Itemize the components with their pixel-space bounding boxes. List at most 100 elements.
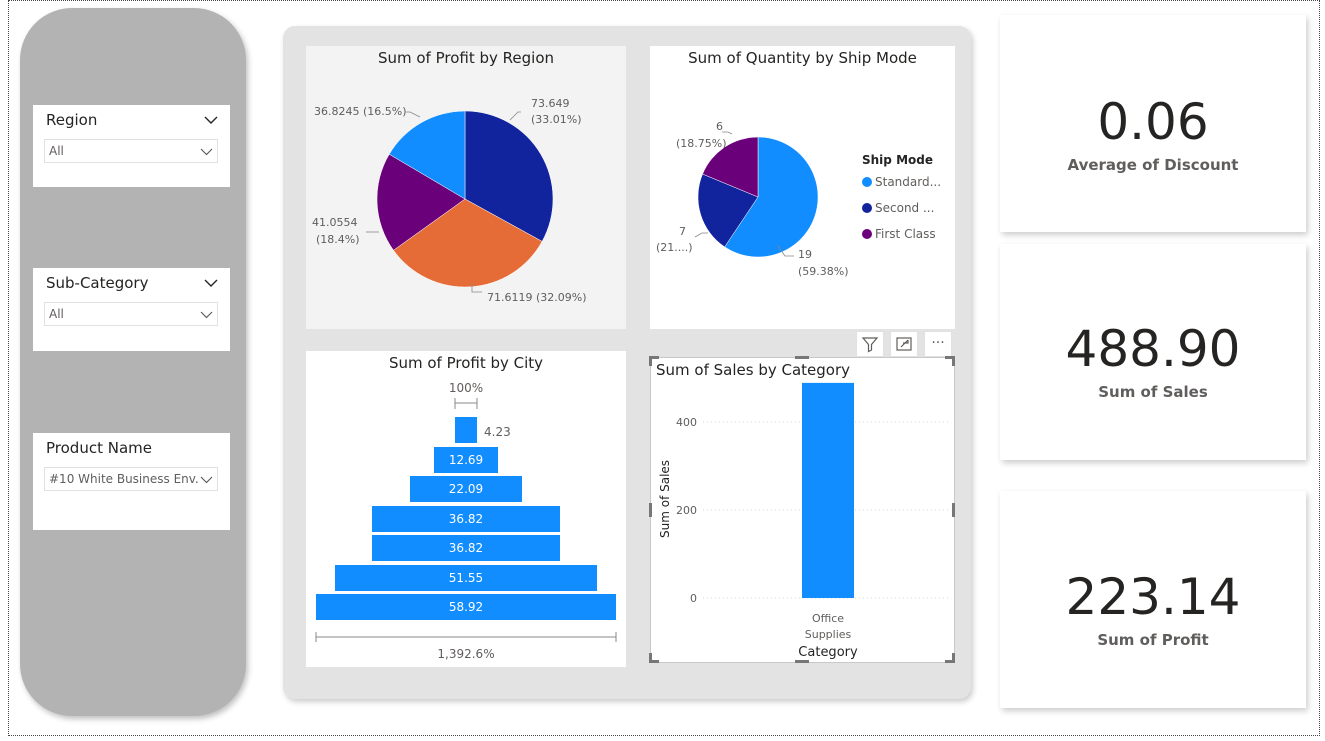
average-discount-card[interactable]: 0.06 Average of Discount [1000, 15, 1306, 232]
kpi-value: 0.06 [1097, 93, 1209, 151]
resize-handle[interactable] [795, 660, 809, 663]
resize-handle[interactable] [649, 503, 652, 517]
leader-line [722, 131, 733, 135]
legend-marker [862, 203, 872, 213]
visual-title: Sum of Sales by Category [656, 361, 851, 379]
funnel-bar-label: 12.69 [448, 452, 484, 467]
resize-handle[interactable] [945, 356, 955, 359]
leader-line [694, 232, 708, 238]
slice-label: (21....) [656, 241, 693, 254]
kpi-label: Average of Discount [1067, 156, 1239, 174]
visual-title: Sum of Quantity by Ship Mode [688, 49, 917, 67]
sum-of-profit-card[interactable]: 223.14 Sum of Profit [1000, 491, 1306, 708]
slice-label: 7 [679, 225, 686, 238]
y-tick-label: 0 [690, 592, 697, 605]
product-name-dropdown[interactable]: #10 White Business Env... [44, 467, 218, 491]
x-tick-label: Office [812, 612, 844, 625]
slicer-title: Sub-Category [46, 274, 149, 292]
slice-label: 6 [716, 120, 723, 133]
region-slicer: Region All [33, 105, 230, 187]
funnel-side-label: 4.23 [484, 425, 511, 439]
chevron-down-icon [200, 148, 213, 156]
more-options-icon[interactable]: ··· [924, 331, 952, 357]
chevron-down-icon[interactable] [204, 276, 218, 290]
kpi-value: 488.90 [1065, 320, 1241, 378]
funnel-bottom-percent: 1,392.6% [437, 647, 495, 661]
kpi-label: Sum of Sales [1098, 383, 1208, 401]
funnel-bar[interactable]: 12.69 [433, 446, 499, 473]
region-dropdown[interactable]: All [44, 139, 218, 163]
pie-slice[interactable] [393, 198, 543, 288]
legend-item[interactable]: First Class [875, 227, 936, 241]
resize-handle[interactable] [649, 356, 659, 359]
y-tick-label: 400 [676, 416, 697, 429]
visual-title: Sum of Profit by City [388, 354, 544, 372]
pie-slice[interactable] [376, 153, 466, 251]
funnel-bar-label: 22.09 [448, 482, 484, 496]
resize-handle[interactable] [649, 660, 659, 663]
quantity-by-ship-mode-chart: 19 (59.38%) 7 (21....) 6 (18.75%) Ship M… [656, 120, 941, 278]
legend-title: Ship Mode [862, 153, 933, 167]
leader-line [777, 245, 794, 257]
slicer-value: #10 White Business Env... [49, 472, 199, 486]
funnel-bar[interactable]: 51.55 [334, 564, 598, 591]
y-tick-label: 200 [676, 504, 697, 517]
sales-by-category-chart: 0 200 400 Sum of Sales Office Supplies Cat… [658, 382, 949, 660]
resize-handle[interactable] [649, 356, 652, 366]
slice-label: (18.4%) [316, 233, 360, 246]
profit-by-city-visual[interactable]: Sum of Profit by City 100% 12.69 22.09 36.… [306, 351, 626, 667]
funnel-bar-label: 36.82 [448, 511, 484, 526]
legend-marker [862, 229, 872, 239]
leader-line [471, 283, 482, 293]
resize-handle[interactable] [649, 653, 652, 663]
report-canvas-border [8, 0, 1320, 736]
legend-item[interactable]: Standard... [875, 175, 941, 189]
funnel-bar-label: 58.92 [448, 600, 484, 614]
funnel-bar[interactable]: 36.82 [372, 505, 560, 532]
funnel-bar[interactable]: 58.92 [316, 594, 616, 620]
funnel-top-percent: 100% [448, 381, 484, 395]
kpi-value: 223.14 [1065, 568, 1241, 626]
pie-slice[interactable] [702, 136, 759, 198]
resize-handle[interactable] [952, 653, 955, 663]
resize-handle[interactable] [952, 503, 955, 517]
x-tick-label: Supplies [805, 628, 852, 641]
slice-label: (18.75%) [676, 137, 727, 150]
slice-label: 19 [798, 248, 812, 261]
chevron-down-icon[interactable] [204, 113, 218, 127]
sub-category-dropdown[interactable]: All [44, 302, 218, 326]
sales-by-category-visual[interactable]: Sum of Sales by Category 0 200 400 Sum of … [650, 357, 955, 663]
funnel-bar[interactable]: 22.09 [409, 476, 523, 502]
funnel-bar[interactable]: 36.82 [372, 535, 560, 561]
pie-slice[interactable] [697, 173, 759, 248]
funnel-bar-label: 51.55 [448, 570, 484, 585]
pie-slice[interactable] [464, 110, 554, 242]
funnel-bar[interactable] [455, 417, 477, 443]
pie-slice[interactable] [388, 110, 466, 200]
sum-of-sales-card[interactable]: 488.90 Sum of Sales [1000, 244, 1306, 460]
resize-handle[interactable] [952, 356, 955, 366]
focus-mode-icon[interactable] [890, 331, 918, 357]
resize-handle[interactable] [795, 356, 809, 359]
legend-marker [862, 177, 872, 187]
funnel-bar-label: 36.82 [448, 541, 484, 555]
slicer-title: Product Name [46, 439, 152, 457]
slice-label: (33.01%) [531, 113, 582, 126]
bar[interactable] [802, 382, 854, 598]
quantity-by-ship-mode-visual[interactable]: Sum of Quantity by Ship Mode 19 (59.38%)… [650, 46, 955, 329]
profit-by-region-chart: 73.649 (33.01%) 71.6119 (32.09%) 41.0554… [312, 97, 587, 304]
slice-label: 41.0554 [312, 216, 358, 229]
y-axis-title: Sum of Sales [658, 460, 672, 538]
chevron-down-icon [200, 476, 213, 484]
kpi-label: Sum of Profit [1097, 631, 1209, 649]
slicer-title: Region [46, 111, 98, 129]
legend-item[interactable]: Second ... [875, 201, 934, 215]
slicer-value: All [49, 307, 64, 321]
slice-label: 36.8245 (16.5%) [314, 105, 407, 118]
filter-icon[interactable] [856, 331, 884, 357]
profit-by-region-visual[interactable]: Sum of Profit by Region 73.649 (33.01%) … [306, 46, 626, 329]
slice-label: (59.38%) [798, 265, 849, 278]
pie-slice[interactable] [724, 136, 819, 258]
resize-handle[interactable] [945, 660, 955, 663]
x-axis-title: Category [798, 645, 858, 660]
